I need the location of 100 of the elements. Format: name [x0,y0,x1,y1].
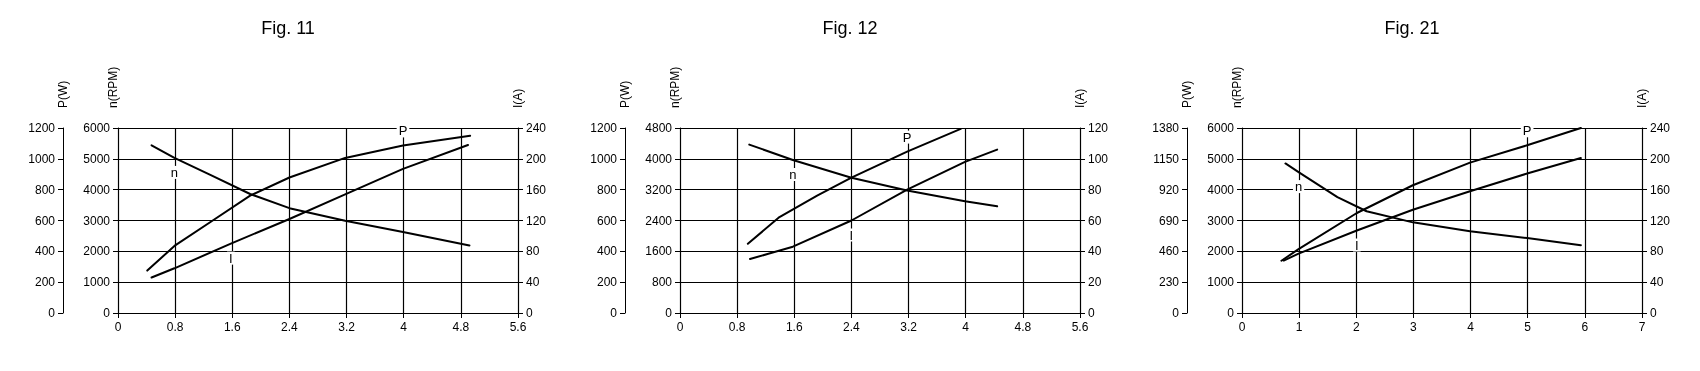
y2-axis-title: n(RPM) [106,66,120,108]
y3-tick-label: 60 [1088,213,1102,228]
y-tick-label: 0 [1172,306,1180,320]
y2-tick-label: 5000 [1207,151,1235,166]
x-tick-label: 4.8 [452,320,470,334]
y2-tick-label: 0 [1227,306,1235,320]
y2-tick-label: 0 [665,306,673,320]
y-axis-title: P(W) [56,80,70,108]
series-label: I [849,227,854,243]
x-tick-label: 2 [1352,320,1360,334]
x-tick-label: 5.6 [509,320,527,334]
y2-tick-label: 800 [651,275,673,290]
series-label: P [1522,123,1532,139]
y3-tick-label: 40 [526,275,540,290]
y3-tick-label: 20 [1088,275,1102,290]
x-tick-label: 2.4 [281,320,299,334]
y2-tick-label: 2400 [645,213,673,228]
y3-tick-label: 100 [1088,151,1109,166]
y-tick-label: 400 [596,244,618,259]
y3-tick-label: 40 [1088,244,1102,259]
y-axis-title: P(W) [1180,80,1194,108]
y3-tick-label: 0 [526,306,533,320]
y3-tick-label: 80 [526,244,540,259]
x-tick-label: 1 [1295,320,1303,334]
y-tick-label: 0 [48,306,56,320]
y-tick-label: 600 [34,213,56,228]
x-tick-label: 4.8 [1014,320,1032,334]
series-label: n [170,164,179,180]
y-tick-label: 1150 [1153,151,1180,166]
series-label: n [789,166,797,182]
x-tick-label: 2.4 [843,320,861,334]
y2-tick-label: 1000 [1207,275,1235,290]
x-tick-label: 3.2 [338,320,356,334]
y3-tick-label: 120 [1088,121,1109,135]
series-label: I [229,250,233,266]
y3-axis-title: I(A) [1073,88,1087,108]
y3-tick-label: 240 [526,121,547,135]
y2-axis-title: n(RPM) [668,66,682,108]
y-tick-label: 1200 [28,121,56,135]
y2-tick-label: 6000 [1207,121,1235,135]
chart-title: Fig. 21 [1384,18,1440,38]
y-tick-label: 200 [34,275,56,290]
y2-tick-label: 6000 [83,121,111,135]
x-tick-label: 0 [676,320,684,334]
x-tick-label: 0 [114,320,122,334]
y2-tick-label: 4800 [645,121,673,135]
series-label: n [1294,179,1303,195]
y-tick-label: 920 [1158,182,1180,197]
y2-tick-label: 1000 [83,275,111,290]
y2-tick-label: 4000 [645,151,673,166]
y-tick-label: 200 [596,275,618,290]
y-tick-label: 400 [34,244,56,259]
y3-axis-title: I(A) [511,88,525,108]
y3-tick-label: 120 [526,213,547,228]
x-tick-label: 5.6 [1071,320,1089,334]
x-tick-label: 0.8 [166,320,184,334]
y3-tick-label: 0 [1088,306,1095,320]
y-tick-label: 600 [596,213,618,228]
y-tick-label: 800 [596,182,618,197]
y3-tick-label: 240 [1650,121,1671,135]
y3-axis-title: I(A) [1635,88,1649,108]
x-tick-label: 4 [1467,320,1475,334]
y2-tick-label: 2000 [1207,244,1235,259]
x-tick-label: 5 [1524,320,1532,334]
x-tick-label: 7 [1638,320,1646,334]
y3-tick-label: 160 [526,182,547,197]
y-tick-label: 230 [1158,275,1180,290]
series-label: P [398,123,408,139]
y-tick-label: 1380 [1152,121,1180,135]
y3-tick-label: 80 [1088,182,1102,197]
x-tick-label: 6 [1581,320,1589,334]
y3-tick-label: 160 [1650,182,1671,197]
x-tick-label: 1.6 [223,320,241,334]
series-label: P [902,129,912,145]
series-label: I [1355,237,1359,253]
x-tick-label: 3 [1410,320,1418,334]
chart-title: Fig. 11 [261,18,315,38]
y3-tick-label: 80 [1650,244,1664,259]
y3-tick-label: 200 [526,151,547,166]
y-tick-label: 1000 [590,151,618,166]
y2-tick-label: 3000 [1207,213,1235,228]
y2-tick-label: 2000 [83,244,111,259]
y2-tick-label: 4000 [1207,182,1235,197]
y-tick-label: 0 [610,306,618,320]
y3-tick-label: 120 [1650,213,1671,228]
y-tick-label: 1200 [590,121,618,135]
x-tick-label: 0.8 [728,320,746,334]
y2-tick-label: 4000 [83,182,111,197]
y3-tick-label: 200 [1650,151,1671,166]
y3-tick-label: 0 [1650,306,1657,320]
y-tick-label: 460 [1158,244,1180,259]
x-tick-label: 1.6 [785,320,803,334]
y2-tick-label: 3000 [83,213,111,228]
y3-tick-label: 40 [1650,275,1664,290]
y2-tick-label: 0 [103,306,111,320]
x-tick-label: 0 [1238,320,1246,334]
x-tick-label: 3.2 [900,320,918,334]
y-tick-label: 1000 [28,151,56,166]
x-tick-label: 4 [962,320,970,334]
y-tick-label: 690 [1158,213,1180,228]
